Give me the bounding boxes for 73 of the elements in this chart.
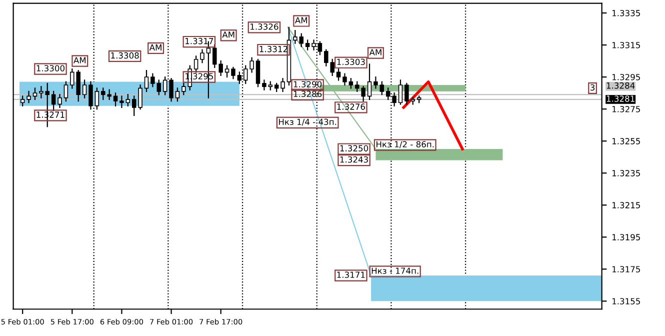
annotation: 1.3243: [340, 156, 368, 163]
candlestick: [113, 92, 118, 106]
candlestick: [26, 90, 31, 104]
y-tick-label: 1.3215: [612, 202, 640, 208]
candlestick: [348, 78, 354, 89]
annotation: 1.3317: [185, 38, 214, 44]
candlestick: [126, 94, 130, 106]
annotation: 1.3300: [36, 65, 64, 72]
candlestick: [101, 88, 106, 100]
y-tick-label: 1.3335: [612, 10, 640, 16]
y-tick-label: 1.3195: [612, 234, 640, 240]
candlestick: [39, 86, 44, 98]
candlestick: [224, 65, 230, 78]
candlestick: [380, 81, 384, 96]
candlestick: [194, 56, 198, 73]
candlestick: [305, 40, 310, 50]
candlestick: [200, 49, 204, 64]
y-tick-label: 1.3295: [612, 74, 640, 80]
annotation: 1.3312: [260, 46, 288, 52]
candlestick: [88, 81, 93, 110]
annotation: 1.3250: [340, 145, 368, 152]
candlestick: [58, 94, 62, 108]
candlestick: [280, 78, 285, 92]
y-tick-label: 1.3255: [612, 138, 640, 144]
annotation: 1.3290: [294, 81, 322, 88]
candlestick: [51, 90, 56, 112]
y-tick-label: 1.3235: [612, 170, 640, 176]
candlestick: [144, 70, 149, 92]
candlestick: [367, 64, 372, 100]
candlestick: [150, 73, 155, 88]
candlestick: [138, 84, 142, 110]
candlestick: [32, 88, 38, 100]
annotation: 1.3326: [250, 23, 278, 30]
candlestick: [404, 82, 409, 105]
candlestick: [342, 73, 347, 86]
ref-line-label: 1.3281: [606, 96, 634, 102]
candlestick: [132, 96, 136, 116]
candlestick: [336, 68, 341, 81]
annotation: Нкз 1/4 - 43п.: [278, 118, 336, 126]
candlestick: [231, 66, 236, 80]
candlestick: [262, 80, 266, 90]
candlestick: [250, 57, 254, 73]
annotation: 1.3171: [337, 272, 365, 278]
candlestick: [398, 80, 403, 105]
y-tick-label: 1.3315: [612, 42, 640, 48]
candlestick: [120, 96, 124, 108]
candlestick: [361, 86, 366, 102]
annotation: AM: [294, 17, 307, 24]
annotation: Нкз - 174п.: [372, 268, 418, 274]
annotation: 1.3303: [337, 58, 365, 66]
annotation: AM: [222, 32, 234, 38]
candlestick: [374, 76, 378, 89]
annotation: AM: [369, 49, 382, 56]
annotation: 3: [590, 84, 595, 91]
candlestick: [355, 81, 360, 92]
candlestick: [256, 58, 260, 88]
candlestick: [64, 81, 68, 102]
candlestick: [82, 80, 87, 98]
candlestick: [94, 88, 100, 110]
y-tick-label: 1.3175: [612, 266, 640, 272]
annotation: 1.3286: [294, 90, 322, 98]
annotation: 1.3276: [337, 104, 365, 110]
candlestick: [156, 80, 162, 96]
annotation: 1.3308: [111, 52, 139, 59]
candlestick: [20, 96, 25, 106]
annotation: Нкз 1/2 - 86п.: [376, 141, 434, 148]
annotation: AM: [74, 57, 86, 64]
y-tick-label: 1.3155: [612, 298, 640, 304]
y-tick-label: 1.3275: [612, 106, 640, 112]
candlestick: [107, 89, 112, 100]
ref-line-label: 1.3284: [606, 82, 635, 89]
candlestick: [175, 88, 180, 102]
annotation: AM: [149, 44, 162, 50]
